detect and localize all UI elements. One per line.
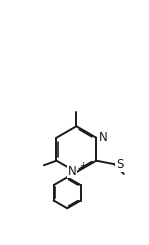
Text: S: S <box>116 158 124 171</box>
Text: N: N <box>67 165 76 178</box>
Text: N: N <box>99 131 108 144</box>
Text: +: + <box>79 161 86 170</box>
